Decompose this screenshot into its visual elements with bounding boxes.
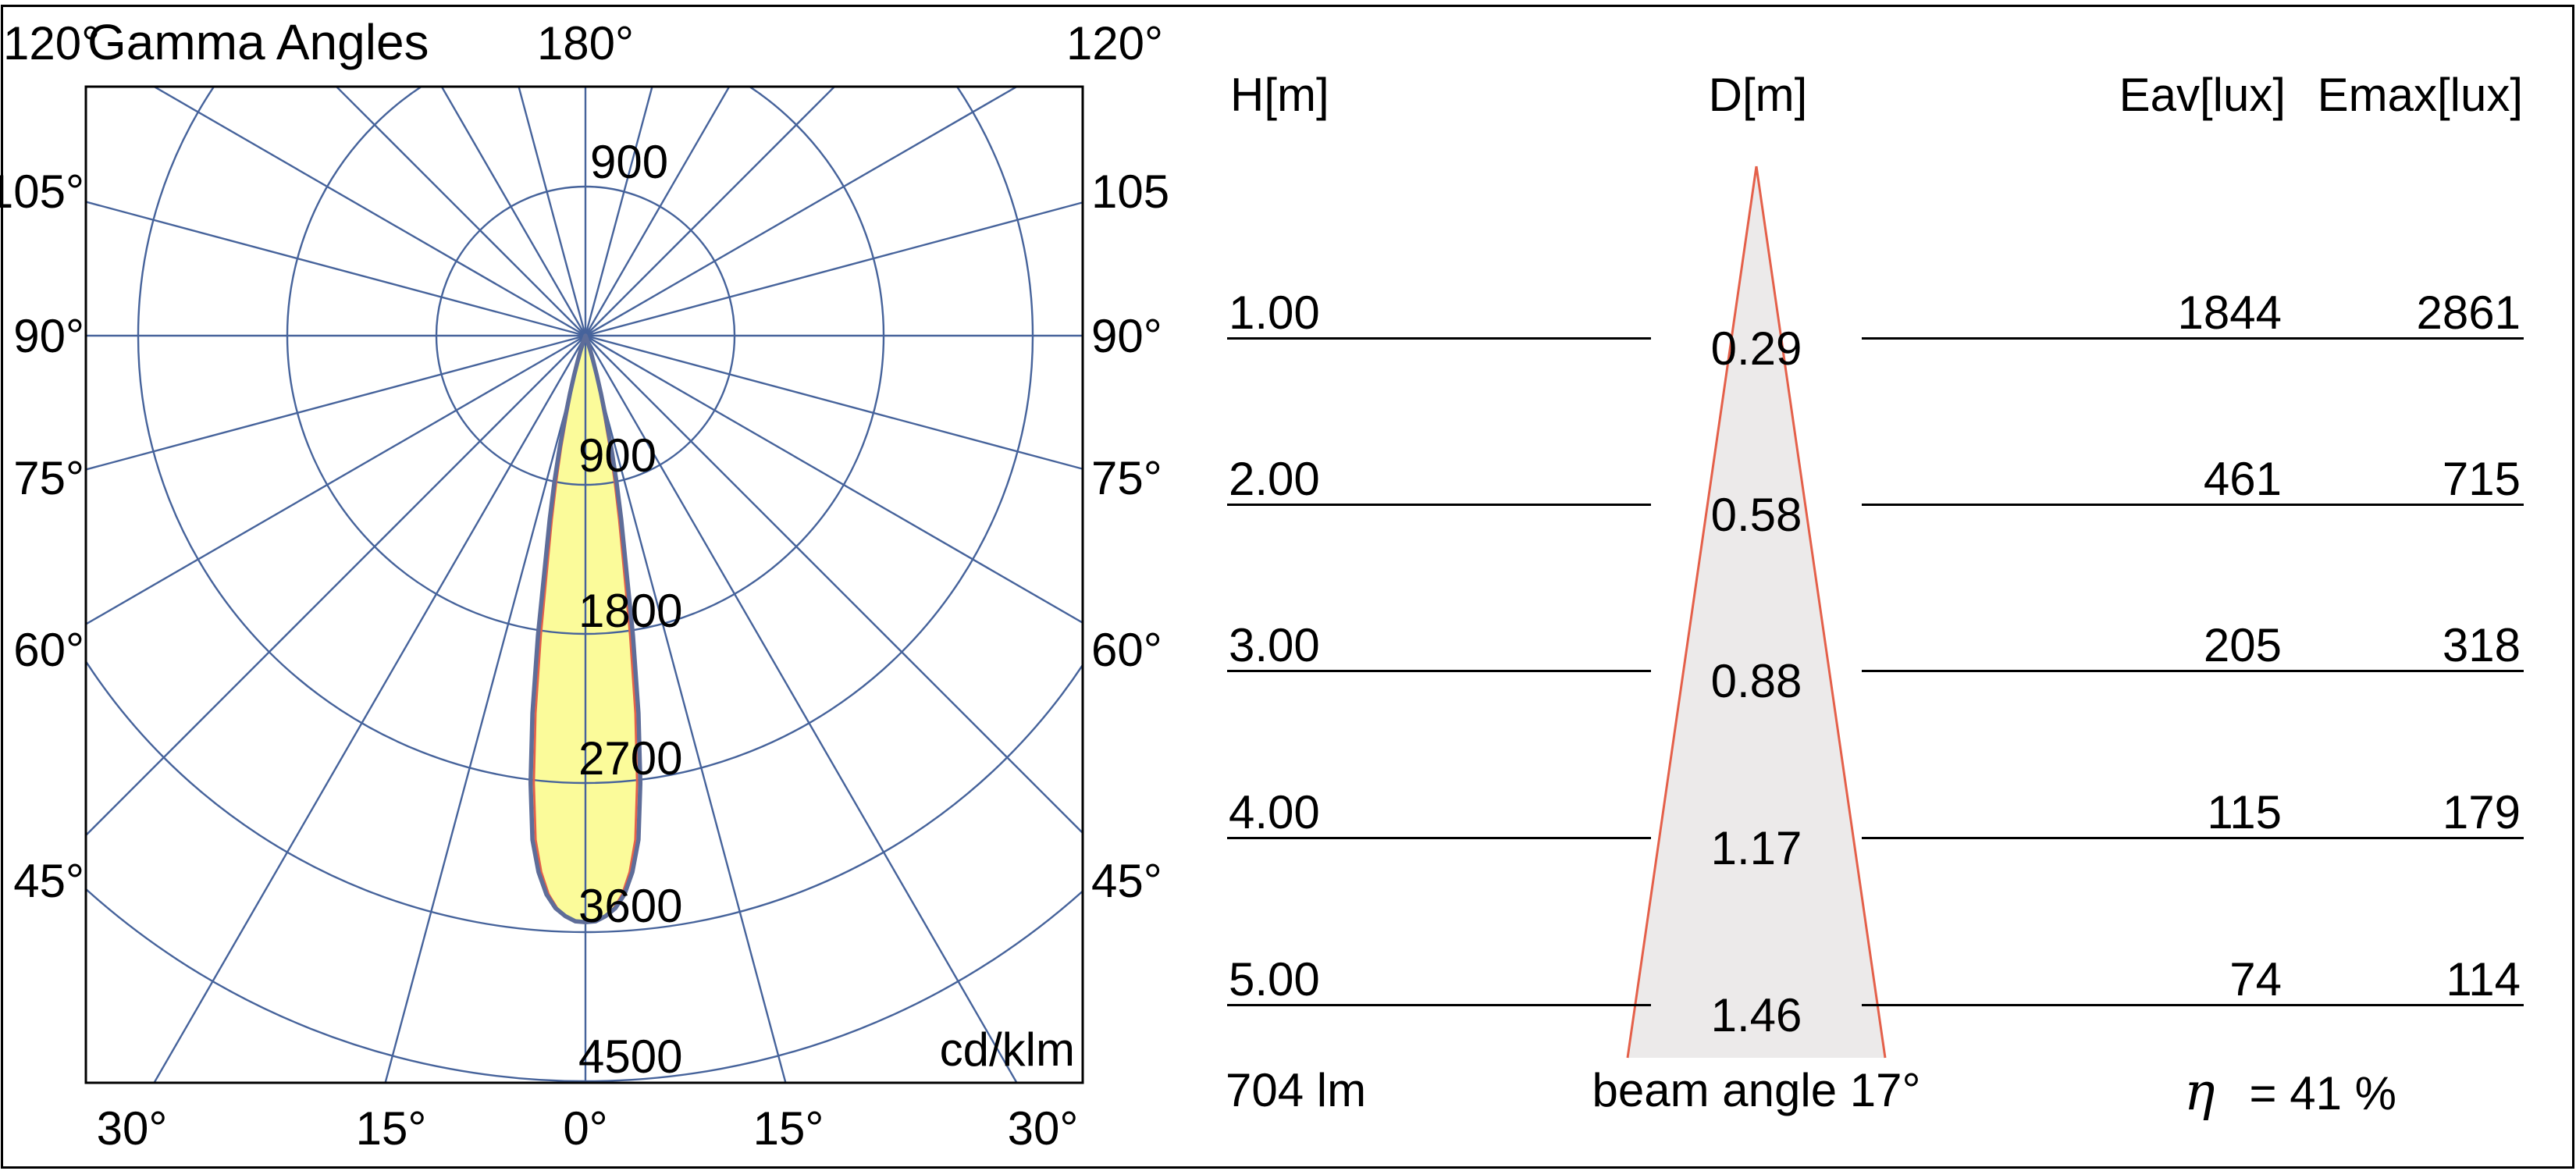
polar-grid [86,87,1083,1083]
eav-value: 115 [2207,786,2282,838]
gamma-line [585,335,1083,835]
ring-label: 3600 [578,880,682,932]
gamma-label-left: 90° [13,310,84,362]
gamma-line [585,334,1083,470]
emax-value: 2861 [2416,287,2521,339]
eta-symbol: η [2184,1062,2215,1122]
emax-value: 318 [2442,619,2521,671]
row-line-left [1227,837,1651,839]
gamma-line [440,87,587,336]
ring-label: 4500 [578,1030,682,1083]
efficiency-value: = 41 % [2249,1067,2397,1119]
gamma-label-right: 75° [1091,452,1162,504]
gamma-label-right: 60° [1091,624,1162,676]
row-line-left [1227,337,1651,340]
gamma-line [335,87,586,336]
beam-cone-diagram [1626,166,1887,1059]
beam-cone-right-edge [1755,166,1887,1059]
emax-value: 179 [2442,786,2521,838]
ring-label-900-top: 900 [590,136,668,188]
gamma-label-bottom: 15° [753,1102,824,1155]
gamma-line [585,201,1083,337]
gamma-label-right: 90° [1091,310,1162,362]
cone-table-panel: H[m] D[m] Eav[lux] Emax[lux] 1.00 0.29 1… [1171,0,2576,1171]
gamma-label-left: 105° [0,166,84,218]
emax-value: 715 [2442,453,2521,505]
row-line-right [1862,504,2524,506]
gamma-line [152,87,586,337]
gamma-line [518,87,587,336]
gamma-label-120-left: 120° [3,17,100,69]
gamma-label-right: 105° [1091,166,1171,218]
gamma-line [584,87,653,336]
emax-value: 114 [2446,953,2521,1005]
intensity-curve-c0-c180 [528,333,643,925]
d-value: 0.58 [1710,489,1802,541]
polar-chart-border [84,85,1084,1084]
gamma-line [86,335,586,837]
beam-angle-label: beam angle 17° [1592,1064,1921,1116]
row-line-right [1862,670,2524,672]
gamma-line [584,335,787,1083]
eav-value: 1844 [2177,287,2282,339]
row-line-right [1862,1004,2524,1006]
ring-label: 900 [578,429,656,482]
gamma-line [585,334,1083,625]
column-header-d: D[m] [1708,69,1808,121]
d-value: 1.17 [1710,822,1802,874]
row-line-right [1862,837,2524,839]
gamma-line [86,334,586,625]
row-line-left [1227,504,1651,506]
row-line-left [1227,670,1651,672]
h-value: 2.00 [1229,453,1320,505]
ring-label: 1800 [578,585,682,637]
polar-intensity-chart: 120°Gamma Angles 180° 120°105°90°75°60°45°… [0,14,1171,1155]
gamma-label-left: 45° [13,855,84,907]
column-header-eav: Eav[lux] [2119,69,2286,121]
luminous-flux-label: 704 lm [1226,1064,1367,1116]
gamma-label-bottom: 30° [1008,1102,1079,1155]
gamma-label-bottom: 15° [356,1102,427,1155]
unit-label-cdklm: cd/klm [940,1023,1075,1076]
h-value: 1.00 [1229,287,1320,339]
gamma-label-120-right: 120° [1066,17,1163,69]
gamma-line [153,335,587,1083]
eav-value: 205 [2203,619,2282,671]
gamma-label-180: 180° [537,17,634,69]
h-value: 5.00 [1229,953,1320,1005]
beam-cone-left-edge [1626,166,1758,1059]
beam-cone-fill [1628,166,1885,1058]
d-value: 0.29 [1710,322,1802,375]
d-value: 1.46 [1710,989,1802,1041]
gamma-label-bottom: 30° [97,1102,168,1155]
gamma-label-bottom: 0° [563,1102,607,1155]
gamma-label-left: 75° [13,452,84,504]
h-value: 4.00 [1229,786,1320,838]
row-line-right [1862,337,2524,340]
eav-value: 461 [2203,453,2282,505]
gamma-label-right: 45° [1091,855,1162,907]
gamma-line [584,87,731,336]
column-header-emax: Emax[lux] [2317,69,2523,121]
efficiency-label: η = 41 % [2184,1062,2396,1123]
gamma-line [86,201,586,337]
d-value: 0.88 [1710,655,1802,707]
row-line-left [1227,1004,1651,1006]
gamma-line [384,335,587,1083]
eav-value: 74 [2229,953,2282,1005]
ring-label: 2700 [578,732,682,785]
column-header-h: H[m] [1230,69,1329,121]
chart-title: Gamma Angles [87,14,429,70]
h-value: 3.00 [1229,619,1320,671]
gamma-line [585,87,836,336]
gamma-label-left: 60° [13,624,84,676]
gamma-line [585,87,1019,337]
gamma-line [86,334,586,471]
gamma-line [584,335,1018,1083]
